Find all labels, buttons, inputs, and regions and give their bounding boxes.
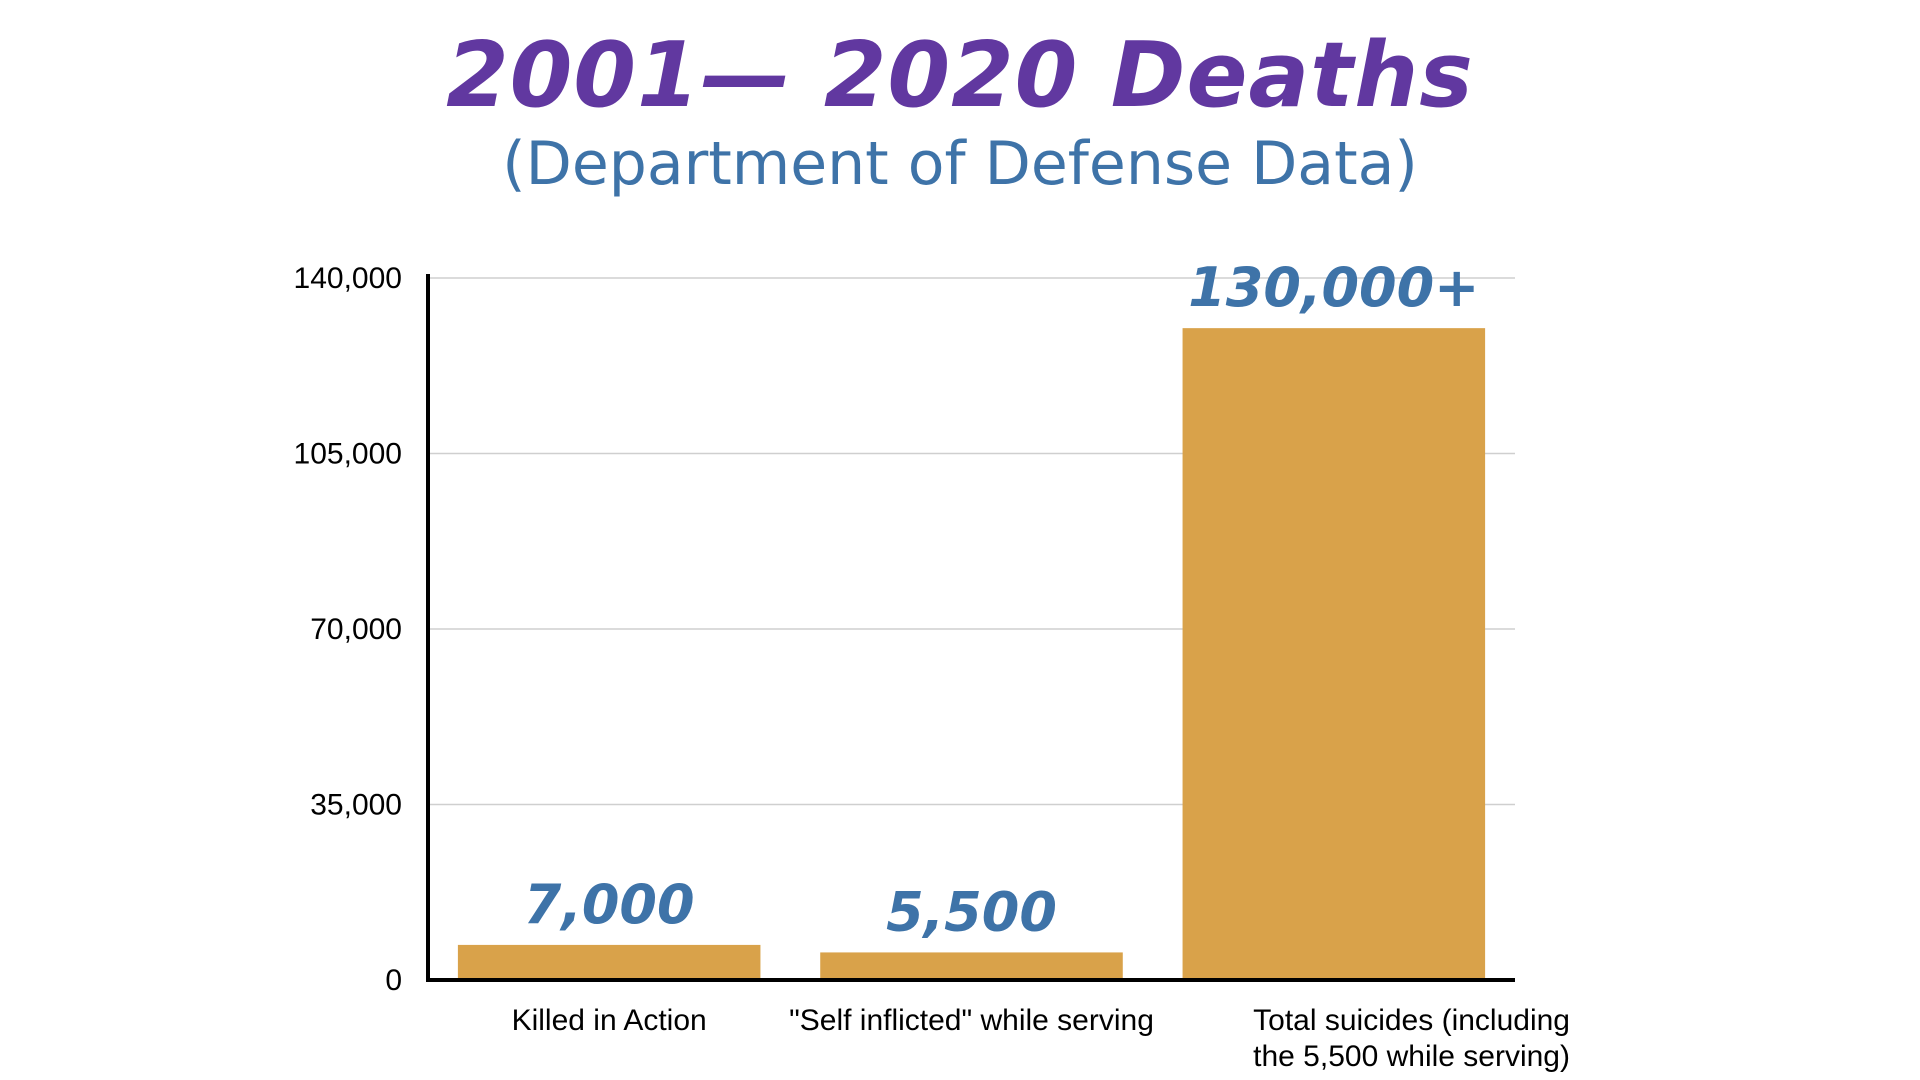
axes: [426, 274, 1515, 982]
y-tick-label: 35,000: [310, 789, 402, 822]
chart-title: 2001— 2020 Deaths: [446, 23, 1474, 128]
y-tick-label: 140,000: [294, 262, 402, 295]
category-label-line: Killed in Action: [512, 1004, 707, 1037]
data-label: 5,500: [886, 880, 1057, 943]
category-labels: Killed in Action "Self inflicted" while s…: [512, 1004, 1570, 1073]
y-tick-label: 0: [385, 964, 402, 997]
y-tick-label: 105,000: [294, 438, 402, 471]
data-label: 130,000+: [1188, 256, 1479, 319]
category-label-line: "Self inflicted" while serving: [789, 1004, 1154, 1037]
y-tick-labels: 0 35,000 70,000 105,000 140,000: [294, 262, 402, 997]
chart-subtitle: (Department of Defense Data): [502, 129, 1418, 199]
bars: [457, 328, 1486, 981]
category-label-line: Total suicides (including: [1253, 1004, 1570, 1037]
category-label: "Self inflicted" while serving: [789, 1004, 1154, 1037]
bar: [820, 952, 1123, 980]
data-labels: 7,000 5,500 130,000+: [524, 256, 1480, 943]
bar: [457, 944, 761, 980]
category-label-line: the 5,500 while serving): [1253, 1040, 1570, 1073]
category-label: Total suicides (including the 5,500 while…: [1253, 1004, 1570, 1073]
category-label: Killed in Action: [512, 1004, 707, 1037]
bar: [1182, 328, 1486, 981]
data-label: 7,000: [524, 873, 695, 936]
y-tick-label: 70,000: [310, 613, 402, 646]
